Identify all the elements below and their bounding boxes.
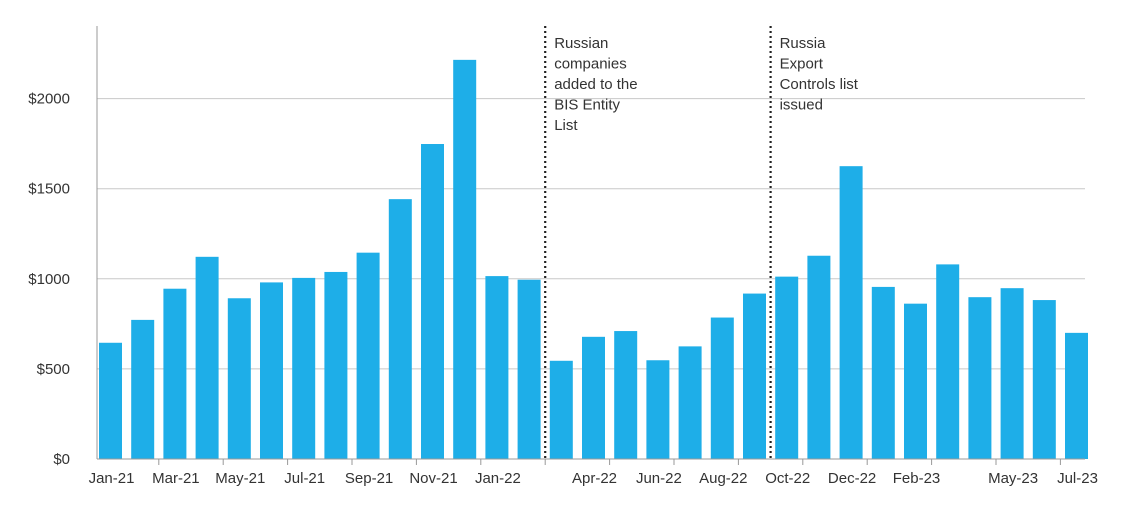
annotation-text-2: Russia Export Controls list issued [780,35,859,114]
bar-mar-23 [936,264,960,459]
x-tick-label: Jan-22 [475,470,521,487]
y-tick-label: $1500 [28,181,70,198]
x-tick-label: Mar-21 [152,470,200,487]
bar-apr-22 [582,336,605,459]
bar-jun-22 [646,360,670,459]
bar-oct-21 [388,199,412,459]
bar-nov-21 [421,144,444,459]
x-tick-label: Aug-22 [699,470,747,487]
bar-may-22 [614,331,638,459]
bar-jun-21 [260,282,283,459]
bar-aug-21 [324,271,348,459]
x-tick-label: Jul-23 [1057,470,1098,487]
x-tick-label: Sep-21 [345,470,393,487]
annotation-text-1: Russian companies added to the BIS Entity Li… [554,35,637,134]
bar-feb-23 [904,303,927,459]
bar-feb-22 [517,279,541,459]
bar-jan-21 [99,342,122,459]
bar-jan-23 [871,286,895,459]
bar-jul-23 [1065,332,1088,459]
y-tick-label: $500 [37,361,70,378]
y-tick-label: $2000 [28,91,70,108]
bar-jul-22 [678,346,702,459]
x-tick-label: Apr-22 [572,470,617,487]
bar-jan-22 [485,276,509,459]
bar-dec-21 [453,59,477,460]
x-tick-label: Jul-21 [284,470,325,487]
x-tick-label: Dec-22 [828,470,876,487]
x-tick-label: Jan-21 [89,470,135,487]
bar-feb-21 [131,319,155,459]
bar-mar-21 [163,288,187,459]
bar-mar-22 [549,360,573,459]
x-tick-label: Oct-22 [765,470,810,487]
bar-apr-23 [968,297,992,459]
x-tick-label: Jun-22 [636,470,682,487]
x-tick-label: May-21 [215,470,265,487]
bar-may-23 [1000,288,1024,459]
bar-oct-22 [775,276,799,459]
bar-may-21 [227,298,251,459]
annotation-layer: Russian companies added to the BIS Entity Li… [544,26,859,459]
bar-apr-21 [195,256,219,459]
x-tick-label: Feb-23 [893,470,941,487]
bar-jun-23 [1032,300,1056,459]
axis-layer: $0 $500 $1000 $1500 $2000 Jan-21 Mar-21 May-21 J… [28,26,1098,487]
bar-jul-21 [292,277,316,459]
bar-dec-22 [839,166,863,460]
bar-sep-22 [743,293,766,459]
x-tick-label: Nov-21 [409,470,457,487]
x-tick-label: May-23 [988,470,1038,487]
bar-aug-22 [710,317,734,459]
bar-sep-21 [356,252,380,459]
bar-nov-22 [807,255,831,459]
y-tick-label: $1000 [28,271,70,288]
bars-layer [99,59,1088,460]
y-tick-label: $0 [53,451,70,468]
